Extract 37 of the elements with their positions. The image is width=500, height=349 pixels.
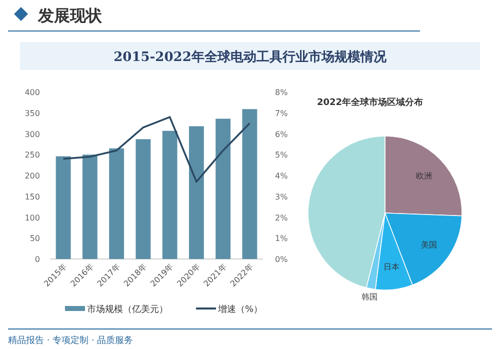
y-tick-label: 200: [24, 172, 40, 180]
line-series: [62, 116, 251, 183]
y-tick-label: 300: [24, 130, 40, 139]
y-tick-label: 100: [24, 213, 40, 222]
slice-label: 美国: [420, 240, 437, 250]
y-tick-label: 150: [24, 192, 40, 202]
bar: [188, 126, 204, 259]
slice-label: 欧洲: [416, 172, 432, 181]
chart-title: 2015-2022年全球电动工具行业市场规模情况: [114, 49, 388, 65]
y2-tick-label: 6%: [275, 130, 288, 139]
bar: [136, 139, 151, 259]
legend-label: 市场规模（亿美元）: [87, 304, 168, 315]
y2-tick-label: 0%: [275, 255, 288, 264]
bar: [82, 154, 98, 259]
y-tick-label: 50: [30, 234, 40, 244]
legend-label: 增速（%）: [217, 304, 263, 315]
y2-tick-label: 3%: [275, 192, 288, 202]
y-tick-label: 400: [24, 88, 40, 97]
bar: [162, 130, 178, 259]
chart-title: 2022年全球市场区域分布: [317, 97, 424, 108]
slice-label: 日本: [383, 262, 400, 272]
y-tick-label: 250: [24, 150, 40, 160]
text: 精品报告 · 专项定制 · 品质服务: [8, 335, 134, 346]
bar: [56, 156, 71, 259]
y2-tick-label: 5%: [275, 150, 288, 160]
text: 发展现状: [37, 6, 103, 25]
y2-tick-label: 8%: [275, 88, 288, 97]
y-tick-label: 0: [34, 255, 40, 264]
y-tick-label: 350: [24, 108, 40, 118]
y2-tick-label: 4%: [275, 172, 288, 180]
y2-tick-label: 7%: [275, 108, 288, 118]
y2-tick-label: 1%: [275, 234, 288, 244]
slice-label: 韩国: [361, 292, 378, 302]
bar: [216, 118, 231, 259]
y2-tick-label: 2%: [275, 213, 288, 222]
bar: [242, 109, 258, 259]
bar: [109, 148, 124, 259]
